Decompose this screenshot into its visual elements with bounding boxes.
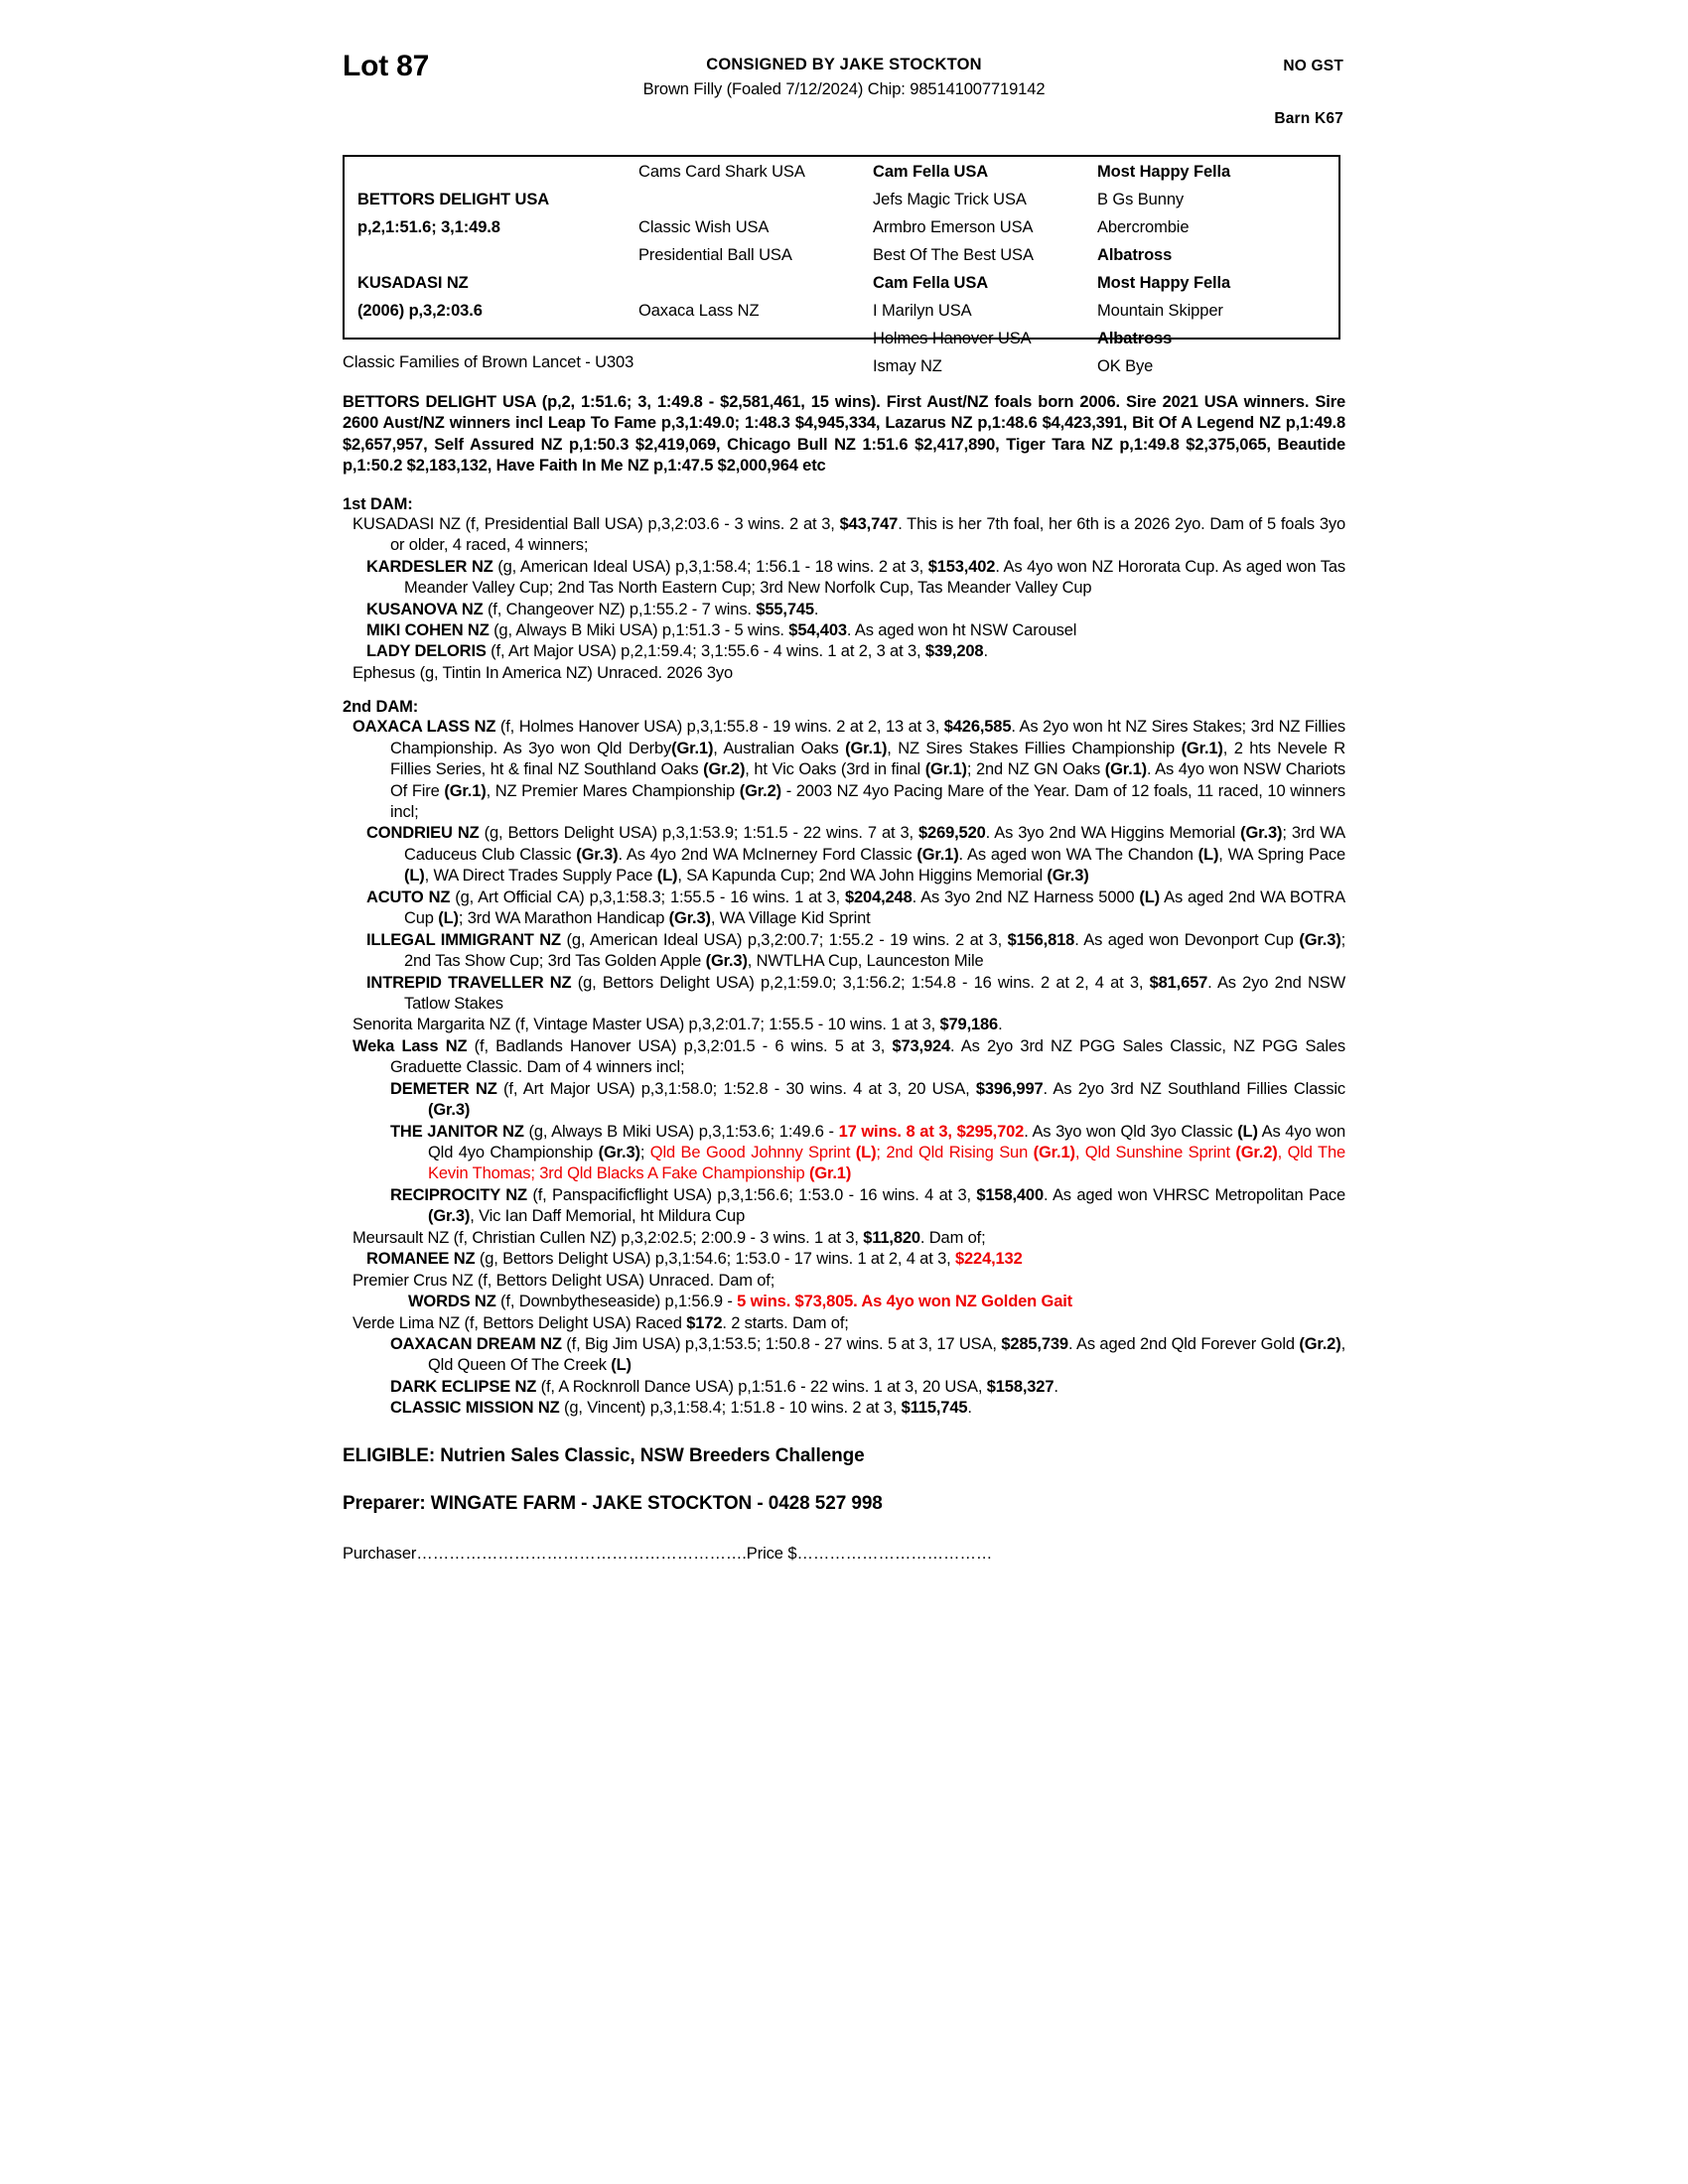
sire-name: BETTORS DELIGHT USA bbox=[357, 191, 550, 208]
sire-summary-paragraph: BETTORS DELIGHT USA (p,2, 1:51.6; 3, 1:4… bbox=[343, 393, 1345, 476]
purchaser-line: Purchaser…………………………………………………….Price $………… bbox=[343, 1544, 993, 1563]
pedigree-entry: DEMETER NZ (f, Art Major USA) p,3,1:58.0… bbox=[390, 1079, 1345, 1120]
pedigree-entry: DARK ECLIPSE NZ (f, A Rocknroll Dance US… bbox=[390, 1377, 1058, 1396]
dam-dam: Oaxaca Lass NZ bbox=[638, 302, 760, 320]
second-dam-heading: 2nd DAM: bbox=[343, 698, 419, 717]
first-dam-heading: 1st DAM: bbox=[343, 494, 413, 513]
sire-marks: p,2,1:51.6; 3,1:49.8 bbox=[357, 218, 500, 236]
dam-sire: Presidential Ball USA bbox=[638, 246, 792, 264]
pedigree-entry: Premier Crus NZ (f, Bettors Delight USA)… bbox=[352, 1271, 775, 1290]
pedigree-entry: MIKI COHEN NZ (g, Always B Miki USA) p,1… bbox=[366, 620, 1077, 639]
classic-family-line: Classic Families of Brown Lancet - U303 bbox=[343, 353, 634, 371]
gst-status: NO GST bbox=[1283, 58, 1343, 74]
pedigree-entry: ROMANEE NZ (g, Bettors Delight USA) p,3,… bbox=[366, 1250, 1023, 1269]
pedigree-entry: Meursault NZ (f, Christian Cullen NZ) p,… bbox=[352, 1228, 986, 1247]
sire-dam: Classic Wish USA bbox=[638, 218, 770, 236]
pedigree-entry: Weka Lass NZ (f, Badlands Hanover USA) p… bbox=[352, 1036, 1345, 1077]
page-content: Lot 87 CONSIGNED BY JAKE STOCKTON Brown … bbox=[343, 48, 1345, 1564]
pedigree-entry: Senorita Margarita NZ (f, Vintage Master… bbox=[352, 1016, 1003, 1034]
pedigree-g4-6: Mountain Skipper bbox=[1097, 302, 1223, 320]
pedigree-g4-7: Albatross bbox=[1097, 330, 1173, 347]
pedigree-g3-1: Cam Fella USA bbox=[873, 163, 989, 181]
pedigree-entry: ACUTO NZ (g, Art Official CA) p,3,1:58.3… bbox=[366, 887, 1346, 928]
pedigree-g3-2: Jefs Magic Trick USA bbox=[873, 191, 1027, 208]
dam-marks: (2006) p,3,2:03.6 bbox=[357, 302, 483, 320]
pedigree-generation-3: Cam Fella USA Jefs Magic Trick USA Armbr… bbox=[873, 157, 1093, 375]
pedigree-g4-3: Abercrombie bbox=[1097, 218, 1190, 236]
pedigree-generation-4: Most Happy Fella B Gs Bunny Abercrombie … bbox=[1097, 157, 1336, 375]
pedigree-entry: ILLEGAL IMMIGRANT NZ (g, American Ideal … bbox=[366, 930, 1346, 971]
pedigree-g3-7: Holmes Hanover USA bbox=[873, 330, 1032, 347]
pedigree-g3-6: I Marilyn USA bbox=[873, 302, 972, 320]
second-dam-entries: OAXACA LASS NZ (f, Holmes Hanover USA) p… bbox=[343, 717, 1345, 1419]
pedigree-g4-2: B Gs Bunny bbox=[1097, 191, 1185, 208]
pedigree-entry: Verde Lima NZ (f, Bettors Delight USA) R… bbox=[352, 1313, 849, 1332]
dam-name: KUSADASI NZ bbox=[357, 274, 469, 292]
pedigree-entry: KUSANOVA NZ (f, Changeover NZ) p,1:55.2 … bbox=[366, 600, 819, 618]
first-dam-entries: KUSADASI NZ (f, Presidential Ball USA) p… bbox=[343, 514, 1345, 685]
pedigree-entry: WORDS NZ (f, Downbytheseaside) p,1:56.9 … bbox=[408, 1293, 1073, 1311]
pedigree-g4-5: Most Happy Fella bbox=[1097, 274, 1231, 292]
barn-number: Barn K67 bbox=[1274, 110, 1343, 127]
pedigree-entry: CLASSIC MISSION NZ (g, Vincent) p,3,1:58… bbox=[390, 1399, 972, 1418]
eligible-line: ELIGIBLE: Nutrien Sales Classic, NSW Bre… bbox=[343, 1444, 865, 1466]
pedigree-entry: RECIPROCITY NZ (f, Panspacificflight USA… bbox=[390, 1185, 1345, 1226]
pedigree-entry: THE JANITOR NZ (g, Always B Miki USA) p,… bbox=[390, 1122, 1346, 1183]
pedigree-table: BETTORS DELIGHT USA p,2,1:51.6; 3,1:49.8… bbox=[343, 155, 1340, 375]
pedigree-generation-2: Cams Card Shark USA Classic Wish USA Pre… bbox=[638, 157, 867, 338]
pedigree-entry: CONDRIEU NZ (g, Bettors Delight USA) p,3… bbox=[366, 824, 1346, 886]
page-header: Lot 87 CONSIGNED BY JAKE STOCKTON Brown … bbox=[343, 48, 1345, 147]
breeding-detail-line: Brown Filly (Foaled 7/12/2024) Chip: 985… bbox=[642, 80, 1046, 98]
pedigree-g4-1: Most Happy Fella bbox=[1097, 163, 1231, 181]
pedigree-entry: LADY DELORIS (f, Art Major USA) p,2,1:59… bbox=[366, 642, 988, 661]
pedigree-entry: OAXACA LASS NZ (f, Holmes Hanover USA) p… bbox=[352, 718, 1346, 821]
preparer-line: Preparer: WINGATE FARM - JAKE STOCKTON -… bbox=[343, 1492, 883, 1514]
pedigree-g3-5: Cam Fella USA bbox=[873, 274, 989, 292]
pedigree-g3-4: Best Of The Best USA bbox=[873, 246, 1034, 264]
pedigree-g3-8: Ismay NZ bbox=[873, 357, 942, 375]
pedigree-g4-4: Albatross bbox=[1097, 246, 1173, 264]
pedigree-entry: KUSADASI NZ (f, Presidential Ball USA) p… bbox=[352, 514, 1345, 555]
pedigree-entry: KARDESLER NZ (g, American Ideal USA) p,3… bbox=[366, 557, 1346, 598]
sire-sire: Cams Card Shark USA bbox=[638, 163, 805, 181]
pedigree-g3-3: Armbro Emerson USA bbox=[873, 218, 1034, 236]
consignor-line: CONSIGNED BY JAKE STOCKTON bbox=[706, 56, 982, 73]
pedigree-entry: INTREPID TRAVELLER NZ (g, Bettors Deligh… bbox=[366, 973, 1345, 1013]
pedigree-entry: Ephesus (g, Tintin In America NZ) Unrace… bbox=[352, 663, 734, 682]
pedigree-generation-1: BETTORS DELIGHT USA p,2,1:51.6; 3,1:49.8… bbox=[357, 157, 571, 338]
lot-number: Lot 87 bbox=[343, 50, 430, 82]
pedigree-g4-8: OK Bye bbox=[1097, 357, 1154, 375]
pedigree-entry: OAXACAN DREAM NZ (f, Big Jim USA) p,3,1:… bbox=[390, 1334, 1345, 1375]
